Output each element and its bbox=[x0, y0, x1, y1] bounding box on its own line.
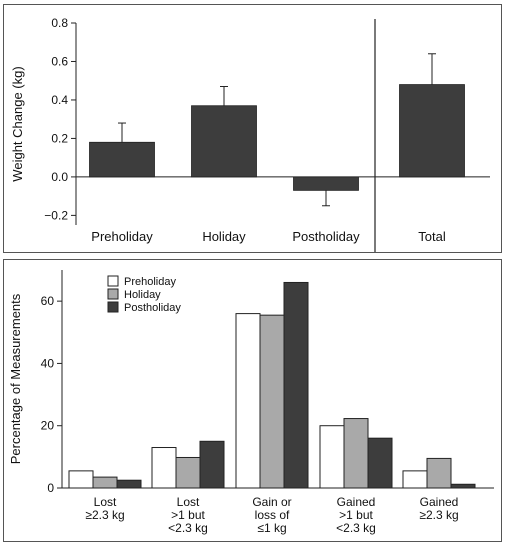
x-category-label: Postholiday bbox=[292, 229, 360, 244]
y-tick-label: 0.0 bbox=[51, 170, 68, 184]
bar-holiday-1 bbox=[92, 476, 118, 489]
percentage-chart-panel: 0 20 40 60 Percentage of Measurements Lost ≥2.… bbox=[3, 259, 502, 542]
x-category-label: ≤1 kg bbox=[257, 521, 286, 535]
bar-preholiday-3 bbox=[235, 313, 261, 489]
y-tick-label: 40 bbox=[41, 356, 55, 370]
bar-1 bbox=[89, 141, 155, 178]
bar-preholiday-5 bbox=[402, 470, 428, 489]
legend-label-preholiday: Preholiday bbox=[124, 276, 176, 288]
bar-holiday-5 bbox=[426, 457, 452, 489]
y-tick-label: 20 bbox=[41, 419, 55, 433]
y-tick-label: 0 bbox=[47, 481, 54, 495]
bar-3 bbox=[293, 176, 359, 191]
bar-preholiday-1 bbox=[68, 470, 94, 489]
bar-postholiday-3 bbox=[283, 281, 309, 489]
bar-postholiday-2 bbox=[199, 440, 225, 489]
x-category-label: Gained bbox=[420, 495, 459, 509]
bar-holiday-3 bbox=[259, 314, 285, 489]
x-category-label: ≥2.3 kg bbox=[419, 508, 458, 522]
x-category-label: Total bbox=[418, 229, 446, 244]
x-category-label: Preholiday bbox=[91, 229, 153, 244]
y-tick-label: 0.8 bbox=[51, 16, 68, 30]
x-category-label: Gain or bbox=[252, 495, 291, 509]
y-tick-label: −0.2 bbox=[44, 208, 68, 222]
y-tick-label: 0.6 bbox=[51, 54, 68, 68]
y-axis-label: Percentage of Measurements bbox=[8, 293, 23, 464]
x-category-label: <2.3 kg bbox=[168, 521, 208, 535]
legend-swatch-holiday bbox=[107, 288, 119, 300]
legend-label-postholiday: Postholiday bbox=[124, 302, 181, 314]
legend-swatch-preholiday bbox=[107, 275, 119, 287]
bar-preholiday-2 bbox=[151, 447, 177, 489]
bar-holiday-4 bbox=[343, 418, 369, 489]
y-tick-label: 60 bbox=[41, 294, 55, 308]
weight-change-chart-panel: 0.8 0.6 0.4 0.2 0.0 −0.2 Weight Change (kg) Pre… bbox=[3, 4, 502, 253]
y-tick-label: 0.4 bbox=[51, 93, 68, 107]
legend-swatch-postholiday bbox=[107, 301, 119, 313]
x-category-label: >1 but bbox=[339, 508, 373, 522]
x-category-label: ≥2.3 kg bbox=[85, 508, 124, 522]
x-category-label: Lost bbox=[177, 495, 200, 509]
y-axis-label: Weight Change (kg) bbox=[10, 66, 25, 181]
bar-4 bbox=[399, 84, 465, 178]
legend-label-holiday: Holiday bbox=[124, 289, 161, 301]
x-category-label: Lost bbox=[94, 495, 117, 509]
bar-2 bbox=[191, 105, 257, 178]
bar-postholiday-4 bbox=[367, 437, 393, 489]
bar-preholiday-4 bbox=[319, 425, 345, 489]
bar-holiday-2 bbox=[175, 456, 201, 489]
x-category-label: <2.3 kg bbox=[336, 521, 376, 535]
x-category-label: Holiday bbox=[202, 229, 246, 244]
bar-postholiday-5 bbox=[450, 483, 476, 489]
bar-postholiday-1 bbox=[116, 479, 142, 489]
x-category-label: >1 but bbox=[171, 508, 205, 522]
y-tick-label: 0.2 bbox=[51, 131, 68, 145]
x-category-label: loss of bbox=[255, 508, 290, 522]
weight-change-chart: 0.8 0.6 0.4 0.2 0.0 −0.2 Weight Change (kg) Pre… bbox=[10, 16, 490, 252]
x-category-label: Gained bbox=[337, 495, 376, 509]
